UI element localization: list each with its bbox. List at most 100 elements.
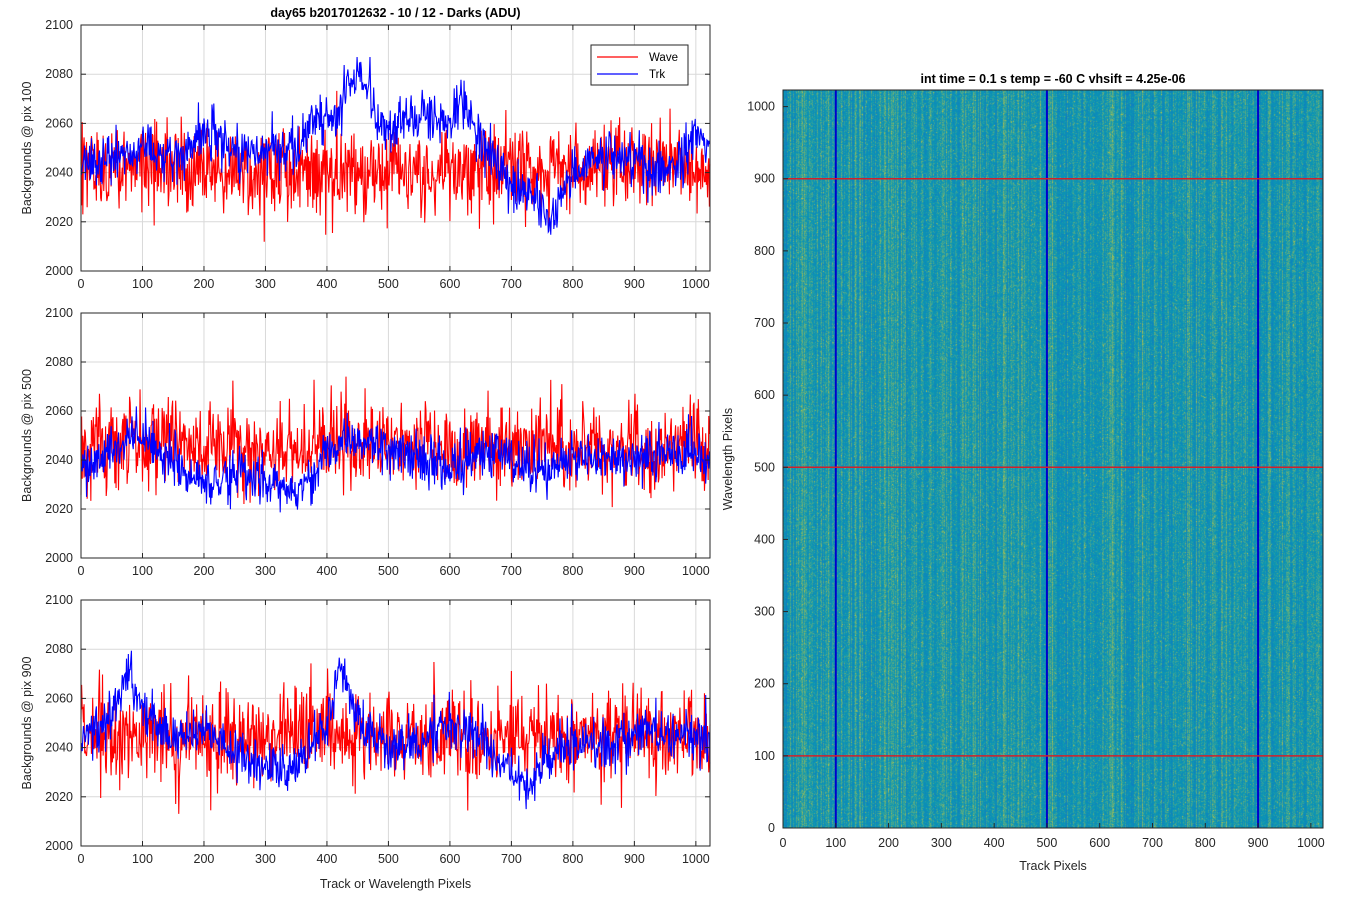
x-tick-label: 800 <box>562 564 583 578</box>
x-tick-label: 900 <box>624 564 645 578</box>
y-tick-label: 2040 <box>45 166 73 180</box>
y-tick-label: 500 <box>754 460 775 474</box>
y-tick-label: 700 <box>754 316 775 330</box>
heatmap-image <box>783 90 1323 828</box>
y-tick-label: 2020 <box>45 502 73 516</box>
y-tick-label: 2100 <box>45 593 73 607</box>
x-tick-label: 600 <box>439 277 460 291</box>
y-tick-label: 900 <box>754 172 775 186</box>
x-tick-label: 500 <box>1036 836 1057 850</box>
x-tick-label: 400 <box>317 564 338 578</box>
y-tick-label: 300 <box>754 605 775 619</box>
heatmap-panel: 0 100 200 300 400 500 600 700 800 900 1000 0 100 200 3… <box>721 72 1325 873</box>
x-tick-label: 900 <box>624 277 645 291</box>
x-tick-label: 0 <box>780 836 787 850</box>
x-tick-label: 200 <box>878 836 899 850</box>
y-tick-label: 2000 <box>45 264 73 278</box>
figure-title: day65 b2017012632 - 10 / 12 - Darks (ADU… <box>270 6 520 20</box>
x-tick-label: 200 <box>194 277 215 291</box>
x-tick-label: 100 <box>132 852 153 866</box>
y-tick-label: 2100 <box>45 306 73 320</box>
series-line-trk <box>80 56 711 235</box>
legend: Wave Trk <box>590 44 689 86</box>
axes-frame <box>80 24 711 272</box>
y-tick-label: 1000 <box>747 100 775 114</box>
x-tick-label: 1000 <box>682 277 710 291</box>
axes-frame <box>782 89 1324 829</box>
y-tick-label: 0 <box>768 821 775 835</box>
line-panel-1: 0 100 200 300 400 500 600 700 800 900 1000 2000 2020… <box>20 18 711 291</box>
y-axis-label: Wavelength Pixels <box>721 408 735 510</box>
x-tick-label: 700 <box>501 564 522 578</box>
x-tick-label: 300 <box>931 836 952 850</box>
y-tick-label: 2060 <box>45 691 73 705</box>
y-tick-label: 2100 <box>45 18 73 32</box>
line-panel-3: 0 100 200 300 400 500 600 700 800 900 1000 2000 2020… <box>20 593 711 891</box>
y-tick-label: 800 <box>754 244 775 258</box>
y-tick-label: 2060 <box>45 116 73 130</box>
y-axis-label: Backgrounds @ pix 900 <box>20 657 34 790</box>
x-tick-label: 200 <box>194 852 215 866</box>
y-tick-label: 2080 <box>45 642 73 656</box>
legend-label-trk: Trk <box>649 69 665 81</box>
series-line-wave <box>80 90 711 242</box>
x-tick-label: 100 <box>825 836 846 850</box>
x-tick-label: 1000 <box>1297 836 1325 850</box>
x-tick-label: 300 <box>255 564 276 578</box>
y-tick-label: 600 <box>754 388 775 402</box>
y-tick-label: 2000 <box>45 551 73 565</box>
x-tick-label: 0 <box>78 852 85 866</box>
x-tick-label: 800 <box>1195 836 1216 850</box>
series-line-trk <box>80 406 711 513</box>
legend-box <box>590 44 689 86</box>
x-tick-label: 800 <box>562 852 583 866</box>
y-tick-label: 100 <box>754 749 775 763</box>
x-tick-label: 1000 <box>682 852 710 866</box>
x-tick-label: 500 <box>378 277 399 291</box>
y-tick-label: 2080 <box>45 67 73 81</box>
y-tick-label: 2020 <box>45 215 73 229</box>
x-tick-label: 900 <box>1248 836 1269 850</box>
x-tick-label: 700 <box>1142 836 1163 850</box>
x-tick-label: 500 <box>378 564 399 578</box>
x-tick-label: 600 <box>1089 836 1110 850</box>
y-tick-label: 2060 <box>45 404 73 418</box>
x-tick-label: 400 <box>317 852 338 866</box>
line-panel-2: 0 100 200 300 400 500 600 700 800 900 1000 2000 2020… <box>20 306 711 578</box>
x-tick-label: 400 <box>984 836 1005 850</box>
x-axis-label: Track or Wavelength Pixels <box>320 877 471 891</box>
plot-panels: 0 100 200 300 400 500 600 700 800 900 100020002020… <box>20 18 1325 891</box>
y-tick-label: 2040 <box>45 741 73 755</box>
x-tick-label: 700 <box>501 852 522 866</box>
y-tick-label: 2000 <box>45 839 73 853</box>
axes-frame <box>80 599 711 847</box>
x-tick-label: 700 <box>501 277 522 291</box>
y-tick-label: 2020 <box>45 790 73 804</box>
y-tick-label: 2040 <box>45 453 73 467</box>
x-tick-label: 1000 <box>682 564 710 578</box>
x-tick-label: 300 <box>255 852 276 866</box>
heatmap-title: int time = 0.1 s temp = -60 C vhsift = 4… <box>920 72 1185 86</box>
x-tick-label: 100 <box>132 277 153 291</box>
y-tick-label: 2080 <box>45 355 73 369</box>
series-line-wave <box>80 376 711 508</box>
x-tick-label: 600 <box>439 852 460 866</box>
x-tick-label: 800 <box>562 277 583 291</box>
x-tick-label: 500 <box>378 852 399 866</box>
y-tick-label: 400 <box>754 532 775 546</box>
legend-label-wave: Wave <box>649 52 678 64</box>
x-tick-label: 900 <box>624 852 645 866</box>
x-tick-label: 200 <box>194 564 215 578</box>
y-axis-label: Backgrounds @ pix 100 <box>20 82 34 215</box>
x-tick-label: 300 <box>255 277 276 291</box>
x-tick-label: 0 <box>78 564 85 578</box>
x-axis-label: Track Pixels <box>1019 859 1087 873</box>
axes-frame <box>80 312 711 559</box>
x-tick-label: 0 <box>78 277 85 291</box>
x-tick-label: 100 <box>132 564 153 578</box>
x-tick-label: 400 <box>317 277 338 291</box>
y-tick-label: 200 <box>754 677 775 691</box>
x-tick-label: 600 <box>439 564 460 578</box>
series-line-trk <box>80 650 711 810</box>
